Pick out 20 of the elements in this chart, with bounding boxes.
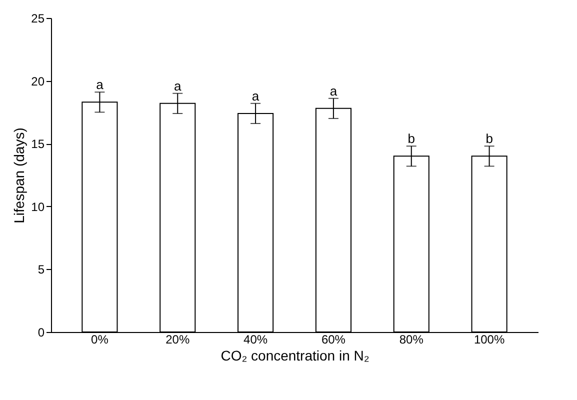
x-tick-label: 0% (91, 332, 109, 346)
x-tick-label: 60% (321, 332, 346, 346)
annotation: a (174, 78, 182, 94)
annotation: a (252, 88, 260, 104)
annotation: b (486, 131, 493, 146)
x-tick-label: 40% (244, 332, 268, 346)
y-tick-label: 0 (38, 326, 45, 340)
annotation: b (408, 131, 415, 146)
y-axis-title: Lifespan (days) (11, 128, 28, 224)
y-tick-label: 20 (31, 74, 45, 88)
y-tick-label: 25 (31, 12, 45, 26)
x-tick-label: 80% (399, 332, 424, 346)
y-tick-label: 5 (38, 262, 45, 277)
x-tick-label: 100% (474, 332, 505, 346)
annotation: a (330, 83, 338, 98)
x-tick-label: 20% (166, 332, 190, 346)
y-tick-label: 15 (31, 137, 45, 152)
x-axis-title: CO₂ concentration in N₂ (220, 348, 370, 364)
y-tick-label: 10 (31, 200, 45, 214)
annotation: a (96, 77, 104, 92)
